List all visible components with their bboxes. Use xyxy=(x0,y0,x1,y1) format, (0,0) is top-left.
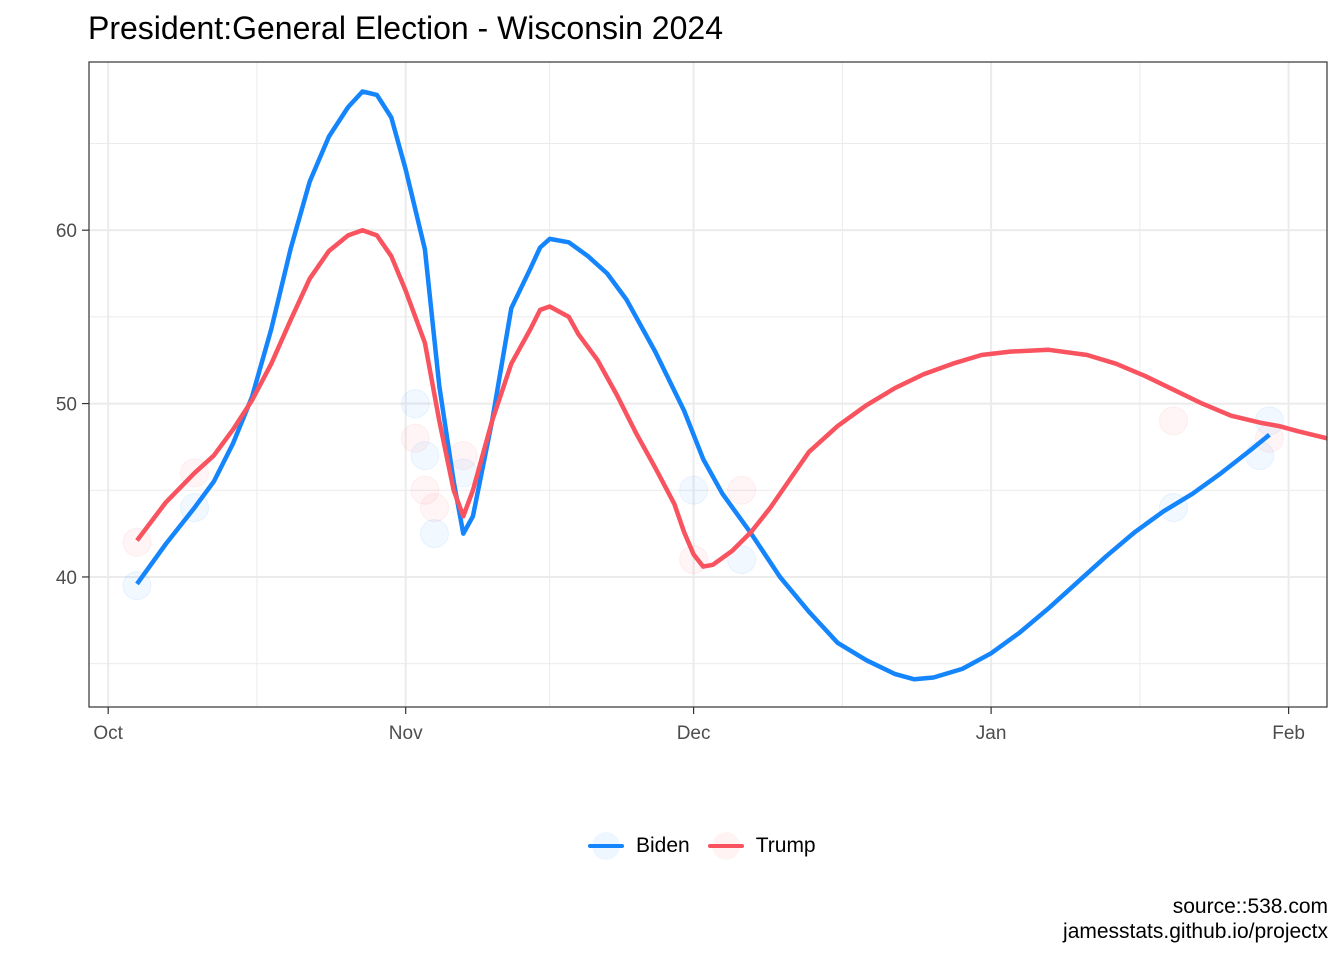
x-tick-label: Oct xyxy=(93,723,123,744)
poll-point-trump xyxy=(727,475,757,505)
grid-lines xyxy=(89,62,1327,707)
axes: Oct Nov Dec Jan Feb 40 50 60 xyxy=(56,221,1305,744)
poll-point-biden xyxy=(419,519,449,549)
poll-point-biden xyxy=(122,571,152,601)
poll-point-trump xyxy=(1158,406,1188,436)
trend-lines xyxy=(135,89,1328,682)
x-tick-label: Feb xyxy=(1272,723,1305,744)
trend-line-biden xyxy=(135,89,1271,682)
legend-line-trump xyxy=(707,844,744,848)
panel-border xyxy=(88,61,1328,708)
legend: Biden Trump xyxy=(586,826,832,866)
caption-source: source::538.com xyxy=(1172,895,1328,918)
legend-item-biden: Biden xyxy=(586,826,690,866)
poll-point-biden xyxy=(410,441,440,471)
y-tick-label: 40 xyxy=(56,568,77,589)
legend-key-biden xyxy=(586,826,626,866)
y-tick-label: 60 xyxy=(56,221,77,242)
legend-line-biden xyxy=(588,844,624,848)
legend-key-trump xyxy=(706,826,746,866)
caption-site: jamesstats.github.io/projectx xyxy=(1063,920,1328,943)
x-tick-label: Jan xyxy=(976,723,1007,744)
trend-line-trump xyxy=(135,227,1328,569)
x-tick-label: Dec xyxy=(677,723,711,744)
caption: source::538.com jamesstats.github.io/pro… xyxy=(1063,894,1328,944)
poll-point-trump xyxy=(419,493,449,523)
poll-point-biden xyxy=(400,389,430,419)
poll-point-trump xyxy=(410,475,440,505)
legend-label-biden: Biden xyxy=(636,834,690,857)
x-tick-label: Nov xyxy=(389,723,423,744)
poll-point-biden xyxy=(679,475,709,505)
poll-point-trump xyxy=(400,423,430,453)
y-tick-label: 50 xyxy=(56,395,77,416)
legend-label-trump: Trump xyxy=(755,834,816,857)
poll-point-biden xyxy=(727,545,757,575)
legend-item-trump: Trump xyxy=(706,826,816,866)
chart-title: President:General Election - Wisconsin 2… xyxy=(88,10,723,46)
poll-point-trump xyxy=(122,527,152,557)
